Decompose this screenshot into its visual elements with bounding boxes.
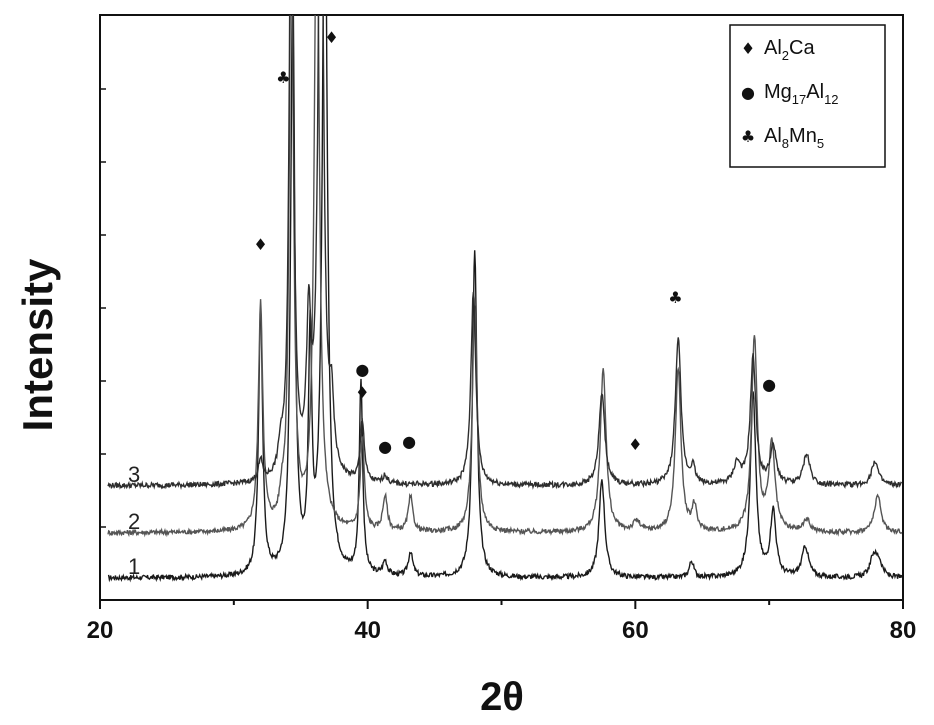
phase-marker: ♦ [355, 383, 369, 402]
phase-marker: ♦ [324, 28, 338, 47]
x-axis: 20 40 60 80 [87, 600, 917, 644]
legend-text-part: Al [764, 125, 782, 147]
phase-marker: ♦ [253, 235, 267, 254]
x-tick-label: 80 [890, 617, 917, 644]
series-label: 1 [128, 554, 140, 579]
legend: ♦ Al2Ca● Mg17Al12♣ Al8Mn5 [729, 24, 886, 168]
legend-entry: Al8Mn5 [764, 125, 824, 151]
series-3-line [107, 15, 903, 491]
legend-subscript: 2 [782, 48, 789, 63]
legend-subscript: 12 [824, 92, 838, 107]
series-label: 2 [128, 509, 140, 534]
series-label: 3 [128, 462, 140, 487]
x-tick-label: 60 [622, 617, 649, 644]
legend-subscript: 8 [782, 136, 789, 151]
y-axis-title: Intensity [14, 258, 61, 431]
phase-marker: ● [402, 432, 416, 451]
x-tick-label: 40 [354, 617, 381, 644]
legend-entry: Al2Ca [764, 37, 815, 63]
phase-marker: ♣ [276, 68, 290, 87]
legend-subscript: 17 [792, 92, 806, 107]
legend-text-part: Al [764, 37, 782, 59]
legend-symbol: ♦ [741, 39, 755, 58]
x-tick-label: 20 [87, 617, 114, 644]
legend-text-part: Mg [764, 81, 792, 103]
phase-marker: ● [762, 375, 776, 394]
phase-marker: ♣ [668, 288, 682, 307]
legend-box [729, 24, 886, 168]
legend-text-part: Mn [789, 125, 817, 147]
legend-text-part: Ca [789, 37, 815, 59]
series-layer: 123 [107, 15, 903, 583]
legend-text-part: Al [806, 81, 824, 103]
legend-subscript: 5 [817, 136, 824, 151]
phase-marker: ● [378, 437, 392, 456]
legend-symbol: ♣ [741, 127, 755, 146]
phase-marker: ♦ [628, 435, 642, 454]
phase-marker: ● [355, 360, 369, 379]
series-1-line [107, 15, 903, 583]
legend-entry: Mg17Al12 [764, 81, 839, 107]
legend-symbol: ● [741, 83, 755, 102]
phase-markers: ♦ ♣ ♦ ● ♦ ● ● ♦ ♣ ● [253, 28, 776, 456]
x-axis-title: 2θ [480, 675, 524, 719]
